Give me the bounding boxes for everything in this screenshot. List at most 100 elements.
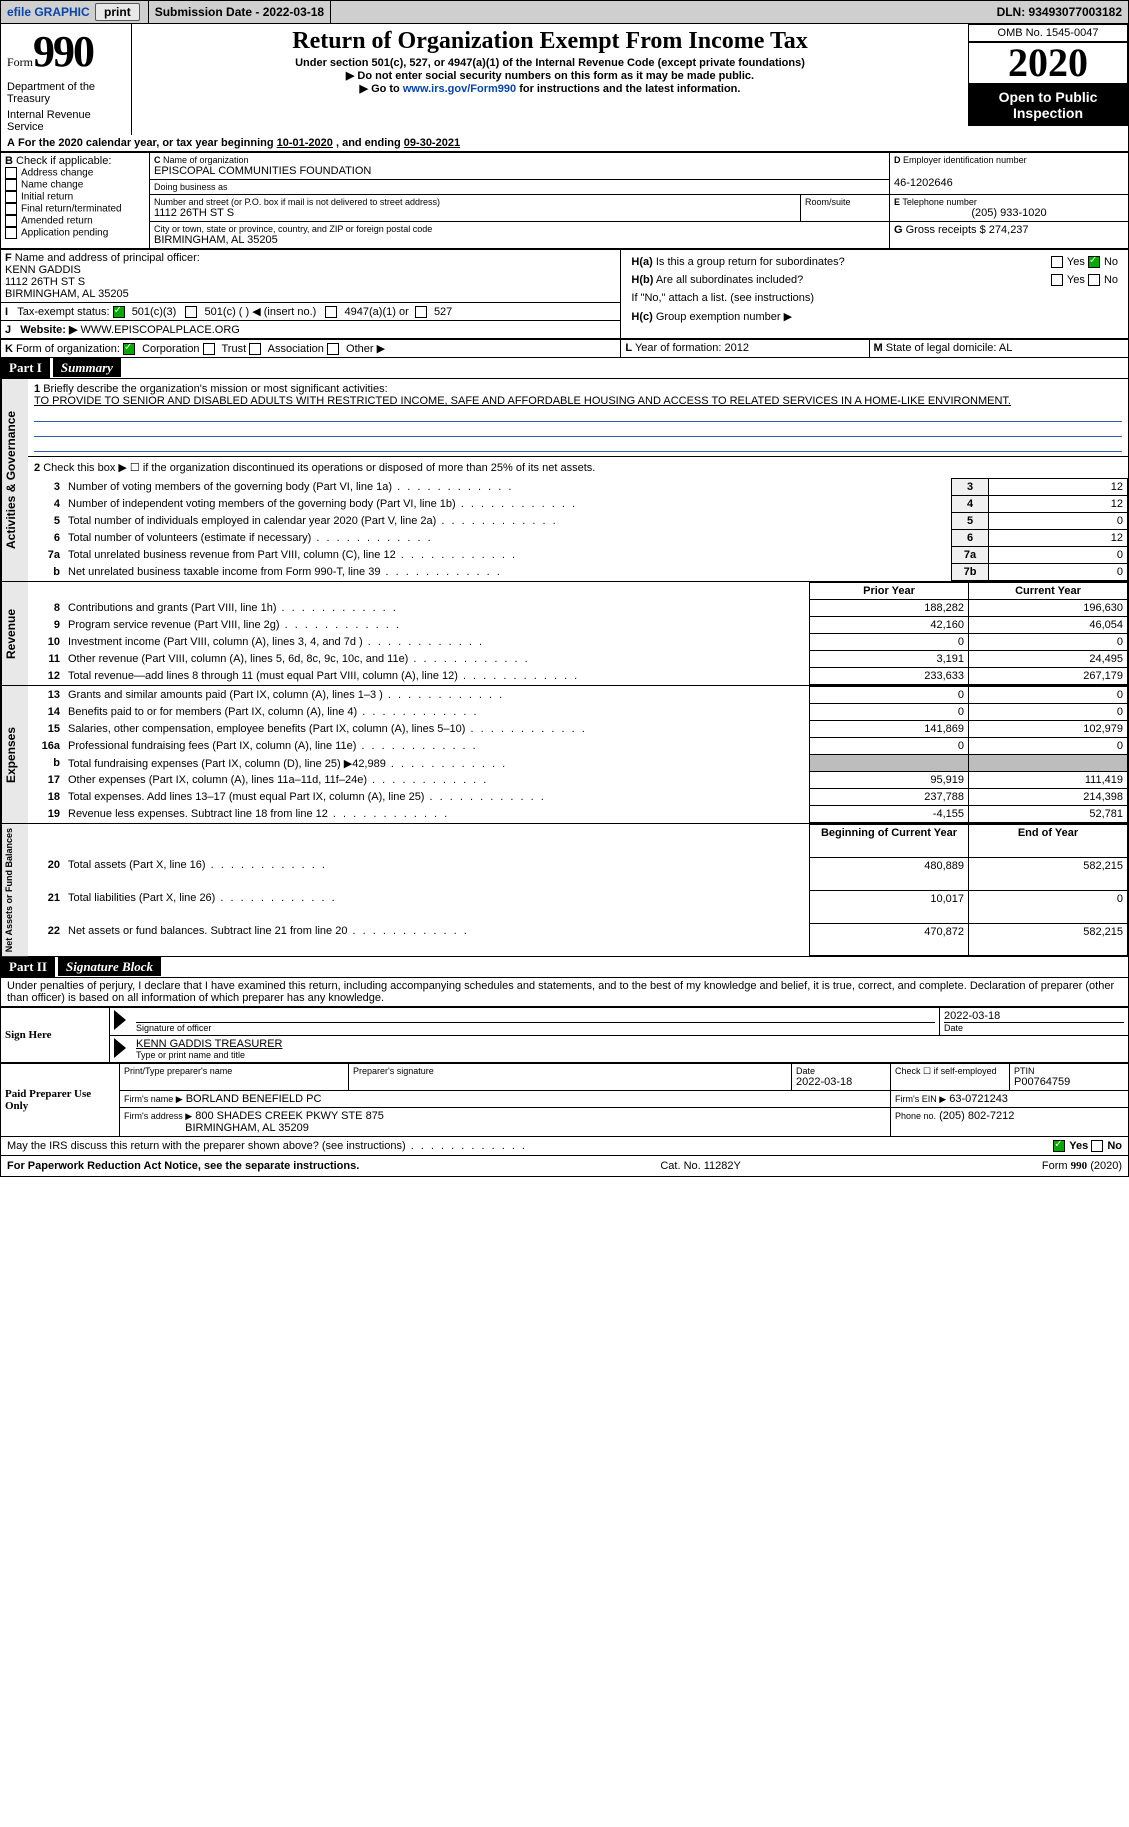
paid-preparer-label: Paid Preparer Use Only (1, 1064, 120, 1137)
part2-title: Signature Block (58, 957, 161, 976)
box-b-label: Check if applicable: (16, 155, 111, 167)
section-revenue: Revenue Prior YearCurrent Year8Contribut… (0, 582, 1129, 686)
hb-yes[interactable] (1051, 274, 1063, 286)
rev-line-11: 11Other revenue (Part VIII, column (A), … (28, 651, 1128, 668)
legal-domicile: AL (999, 342, 1012, 354)
boxb-item: Amended return (5, 215, 145, 227)
org-name: EPISCOPAL COMMUNITIES FOUNDATION (154, 165, 885, 177)
firm-phone: (205) 802-7212 (939, 1110, 1014, 1122)
rev-line-10: 10Investment income (Part VIII, column (… (28, 634, 1128, 651)
part1-header: Part I (1, 358, 50, 378)
boxb-item: Initial return (5, 191, 145, 203)
form-word: Form (7, 55, 33, 69)
officer-name: KENN GADDIS (5, 264, 81, 276)
discuss-yes[interactable] (1053, 1140, 1065, 1152)
section-netassets: Net Assets or Fund Balances Beginning of… (0, 824, 1129, 957)
part1-title: Summary (53, 358, 121, 377)
vlabel-expenses: Expenses (1, 686, 28, 823)
hb-no[interactable] (1088, 274, 1100, 286)
section-governance: Activities & Governance 1 Briefly descri… (0, 379, 1129, 582)
ha-no[interactable] (1088, 256, 1100, 268)
gov-line-3: 3Number of voting members of the governi… (28, 479, 1128, 496)
form-title: Return of Organization Exempt From Incom… (136, 28, 964, 55)
year-formation: 2012 (724, 342, 748, 354)
dept-treasury: Department of the Treasury (1, 79, 131, 107)
boxb-check-0[interactable] (5, 167, 17, 179)
form-subtitle: Under section 501(c), 527, or 4947(a)(1)… (136, 57, 964, 69)
vlabel-revenue: Revenue (1, 582, 28, 685)
exp-line-15: 15Salaries, other compensation, employee… (28, 721, 1128, 738)
ein-value: 46-1202646 (894, 177, 1124, 189)
discuss-no[interactable] (1091, 1140, 1103, 1152)
telephone: (205) 933-1020 (894, 207, 1124, 219)
gov-line-b: bNet unrelated business taxable income f… (28, 564, 1128, 581)
gov-line-5: 5Total number of individuals employed in… (28, 513, 1128, 530)
gov-line-4: 4Number of independent voting members of… (28, 496, 1128, 513)
net-line-20: 20Total assets (Part X, line 16)480,8895… (28, 857, 1128, 890)
exp-line-18: 18Total expenses. Add lines 13–17 (must … (28, 789, 1128, 806)
sign-here-label: Sign Here (1, 1008, 110, 1063)
firm-name: BORLAND BENEFIELD PC (186, 1093, 322, 1105)
vlabel-governance: Activities & Governance (1, 379, 28, 581)
officer-group-block: F Name and address of principal officer:… (0, 249, 1129, 339)
boxb-check-3[interactable] (5, 203, 17, 215)
exp-line-13: 13Grants and similar amounts paid (Part … (28, 687, 1128, 704)
dln-label: DLN: 93493077003182 (991, 1, 1128, 23)
city-state-zip: BIRMINGHAM, AL 35205 (154, 234, 885, 246)
gov-line-6: 6Total number of volunteers (estimate if… (28, 530, 1128, 547)
status-501c3[interactable] (113, 306, 125, 318)
boxb-item: Address change (5, 167, 145, 179)
irs-link[interactable]: www.irs.gov/Form990 (403, 83, 516, 95)
identity-block: B Check if applicable: Address changeNam… (0, 152, 1129, 249)
rev-line-8: 8Contributions and grants (Part VIII, li… (28, 600, 1128, 617)
rev-line-9: 9Program service revenue (Part VIII, lin… (28, 617, 1128, 634)
ha-yes[interactable] (1051, 256, 1063, 268)
gov-line-7a: 7aTotal unrelated business revenue from … (28, 547, 1128, 564)
boxb-item: Application pending (5, 227, 145, 239)
ptin: P00764759 (1014, 1076, 1070, 1088)
jurat-text: Under penalties of perjury, I declare th… (0, 978, 1129, 1007)
row-a-period: A For the 2020 calendar year, or tax yea… (0, 135, 1129, 152)
form-number: 990 (33, 27, 93, 76)
note-goto: Go to www.irs.gov/Form990 for instructio… (136, 82, 964, 95)
efile-label: efile GRAPHIC print (1, 1, 149, 23)
print-button[interactable]: print (95, 3, 140, 21)
form-header: Form990 Department of the Treasury Inter… (0, 24, 1129, 135)
firm-ein: 63-0721243 (949, 1093, 1008, 1105)
exp-line-19: 19Revenue less expenses. Subtract line 1… (28, 806, 1128, 823)
tax-year: 2020 (968, 42, 1128, 84)
public-inspection: Open to Public Inspection (968, 84, 1128, 126)
boxb-check-1[interactable] (5, 179, 17, 191)
sign-here-block: Sign Here Signature of officer 2022-03-1… (0, 1007, 1129, 1063)
rev-line-12: 12Total revenue—add lines 8 through 11 (… (28, 668, 1128, 685)
paid-preparer-block: Paid Preparer Use Only Print/Type prepar… (0, 1063, 1129, 1137)
sig-date: 2022-03-18 (944, 1010, 1124, 1022)
line2-text: Check this box ▶ ☐ if the organization d… (43, 462, 595, 474)
note-ssn: Do not enter social security numbers on … (136, 69, 964, 82)
boxb-item: Final return/terminated (5, 203, 145, 215)
mission-text: TO PROVIDE TO SENIOR AND DISABLED ADULTS… (34, 395, 1011, 407)
discuss-row: May the IRS discuss this return with the… (0, 1137, 1129, 1156)
boxb-check-2[interactable] (5, 191, 17, 203)
exp-line-14: 14Benefits paid to or for members (Part … (28, 704, 1128, 721)
exp-line-b: bTotal fundraising expenses (Part IX, co… (28, 755, 1128, 772)
submission-date: Submission Date - 2022-03-18 (149, 1, 331, 23)
top-bar: efile GRAPHIC print Submission Date - 20… (0, 0, 1129, 24)
gross-receipts: 274,237 (989, 224, 1029, 236)
exp-line-16a: 16aProfessional fundraising fees (Part I… (28, 738, 1128, 755)
website: WWW.EPISCOPALPLACE.ORG (81, 324, 240, 336)
net-line-21: 21Total liabilities (Part X, line 26)10,… (28, 890, 1128, 923)
dept-irs: Internal Revenue Service (1, 107, 131, 135)
klm-block: K Form of organization: Corporation Trus… (0, 339, 1129, 358)
net-line-22: 22Net assets or fund balances. Subtract … (28, 923, 1128, 956)
boxb-check-4[interactable] (5, 215, 17, 227)
officer-print-name: KENN GADDIS TREASURER (136, 1038, 283, 1050)
street-address: 1112 26TH ST S (154, 207, 796, 219)
efile-link[interactable]: efile GRAPHIC (7, 5, 90, 19)
section-expenses: Expenses 13Grants and similar amounts pa… (0, 686, 1129, 824)
part2-header: Part II (1, 957, 55, 977)
boxb-item: Name change (5, 179, 145, 191)
boxb-check-5[interactable] (5, 227, 17, 239)
exp-line-17: 17Other expenses (Part IX, column (A), l… (28, 772, 1128, 789)
page-footer: For Paperwork Reduction Act Notice, see … (0, 1156, 1129, 1177)
